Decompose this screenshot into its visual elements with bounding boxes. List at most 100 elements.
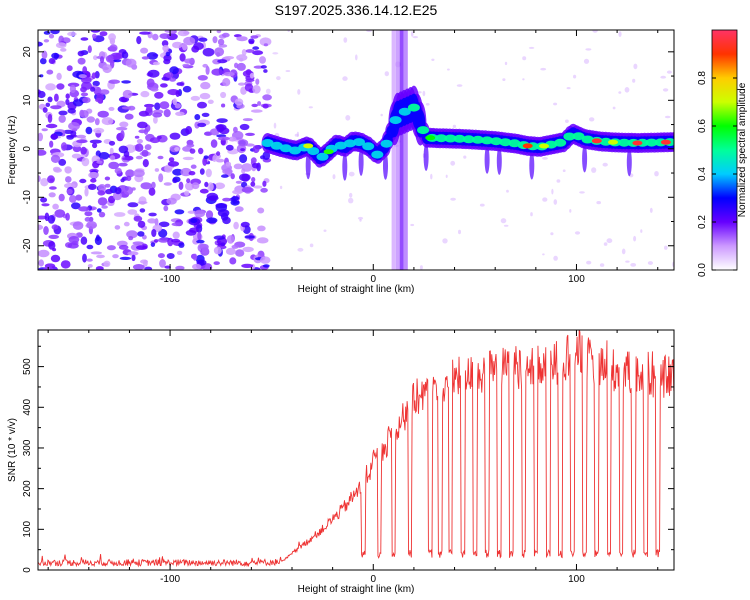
heatmap-cell: [182, 85, 192, 93]
heatmap-cell: [131, 187, 136, 191]
heatmap-cell: [259, 256, 271, 264]
heatmap-cell: [90, 86, 96, 92]
heatmap-cell: [176, 82, 184, 86]
heatmap-cell: [506, 189, 509, 193]
heatmap-cell: [176, 250, 183, 255]
heatmap-ytick-label: 10: [22, 94, 33, 106]
heatmap-cell: [135, 143, 144, 152]
heatmap-cell: [153, 116, 158, 124]
heatmap-cell: [96, 254, 105, 259]
heatmap-cell: [250, 109, 263, 113]
heatmap-cell: [90, 30, 101, 33]
heatmap-cell: [222, 78, 231, 87]
heatmap-cell: [217, 136, 230, 141]
heatmap-cell: [260, 187, 268, 193]
heatmap-cell: [249, 72, 255, 79]
heatmap-cell: [198, 147, 204, 155]
heatmap-cell: [236, 54, 248, 61]
heatmap-cell: [419, 265, 423, 270]
heatmap-cell: [92, 142, 98, 149]
heatmap-cell: [216, 118, 228, 123]
heatmap-cell: [625, 260, 630, 263]
heatmap-cell: [212, 36, 218, 44]
heatmap-cell: [54, 93, 59, 102]
heatmap-cell: [447, 68, 450, 71]
heatmap-spike: [626, 148, 632, 177]
heatmap-cell: [91, 72, 97, 79]
heatmap-cell: [553, 102, 558, 106]
heatmap-hotspot: [608, 139, 618, 145]
heatmap-cell: [40, 57, 47, 65]
heatmap-cell: [196, 259, 207, 266]
heatmap-cell: [144, 266, 153, 270]
heatmap-cell: [203, 155, 209, 159]
heatmap-cell: [165, 72, 174, 79]
heatmap-cell: [43, 39, 50, 43]
heatmap-cell: [191, 182, 200, 190]
heatmap-cell: [56, 83, 65, 90]
heatmap-cell: [71, 202, 81, 210]
heatmap-ridge-core: [316, 152, 329, 161]
heatmap-cell: [422, 90, 426, 97]
heatmap-cell: [223, 56, 235, 60]
heatmap-cell: [45, 102, 51, 108]
heatmap-cell: [163, 182, 172, 186]
heatmap-cell: [159, 101, 170, 110]
heatmap-cell: [230, 199, 240, 206]
snr-ytick-label: 0: [22, 567, 33, 573]
heatmap-cell: [93, 127, 105, 134]
heatmap-cell: [294, 133, 299, 137]
heatmap-cell: [60, 48, 67, 52]
heatmap-cell: [64, 182, 76, 189]
heatmap-cell: [632, 78, 636, 83]
heatmap-cell: [54, 209, 66, 218]
heatmap-cell: [500, 218, 507, 224]
heatmap-cell: [211, 68, 224, 76]
heatmap-cell: [157, 155, 164, 160]
heatmap-cell: [205, 168, 212, 178]
heatmap-ridge-core: [417, 126, 430, 135]
heatmap-cell: [222, 216, 231, 225]
colorbar-label: Normalized spectral amplitude: [737, 82, 748, 217]
heatmap-cell: [97, 190, 106, 196]
heatmap-cell: [194, 121, 200, 129]
heatmap-cell: [108, 79, 121, 84]
heatmap-cell: [192, 238, 200, 245]
heatmap-cell: [640, 229, 643, 233]
heatmap-cell: [556, 179, 561, 183]
heatmap-cell: [152, 112, 163, 118]
heatmap-cell: [174, 209, 185, 215]
heatmap-cell: [66, 189, 73, 195]
heatmap-cell: [154, 91, 164, 99]
heatmap-cell: [190, 218, 198, 223]
heatmap-cell: [236, 62, 246, 71]
heatmap-cell: [186, 178, 191, 184]
heatmap-cell: [127, 209, 138, 215]
heatmap-cell: [148, 212, 157, 217]
heatmap-cell: [182, 63, 190, 67]
heatmap-cell: [172, 231, 180, 239]
heatmap-cell: [574, 231, 581, 235]
heatmap-cell: [197, 122, 207, 128]
heatmap-cell: [542, 253, 545, 256]
heatmap-spike: [582, 144, 588, 173]
heatmap-ridge-core: [481, 136, 494, 145]
heatmap-cell: [583, 58, 590, 64]
heatmap-cell: [127, 105, 136, 111]
heatmap-cell: [204, 181, 209, 188]
heatmap-cell: [242, 118, 253, 122]
heatmap-cell: [192, 253, 198, 261]
heatmap-cell: [144, 144, 152, 151]
heatmap-ridge-core: [453, 134, 466, 143]
heatmap-cell: [119, 256, 132, 260]
heatmap-cell: [241, 187, 254, 193]
heatmap-cell: [213, 261, 220, 265]
heatmap-cell: [194, 114, 201, 121]
heatmap-cell: [450, 197, 456, 201]
heatmap-cell: [86, 221, 97, 230]
heatmap-ridge-core: [508, 139, 521, 148]
heatmap-cell: [223, 71, 235, 77]
heatmap-cell: [142, 159, 149, 168]
heatmap-cell: [237, 139, 249, 147]
heatmap-cell: [99, 56, 105, 64]
